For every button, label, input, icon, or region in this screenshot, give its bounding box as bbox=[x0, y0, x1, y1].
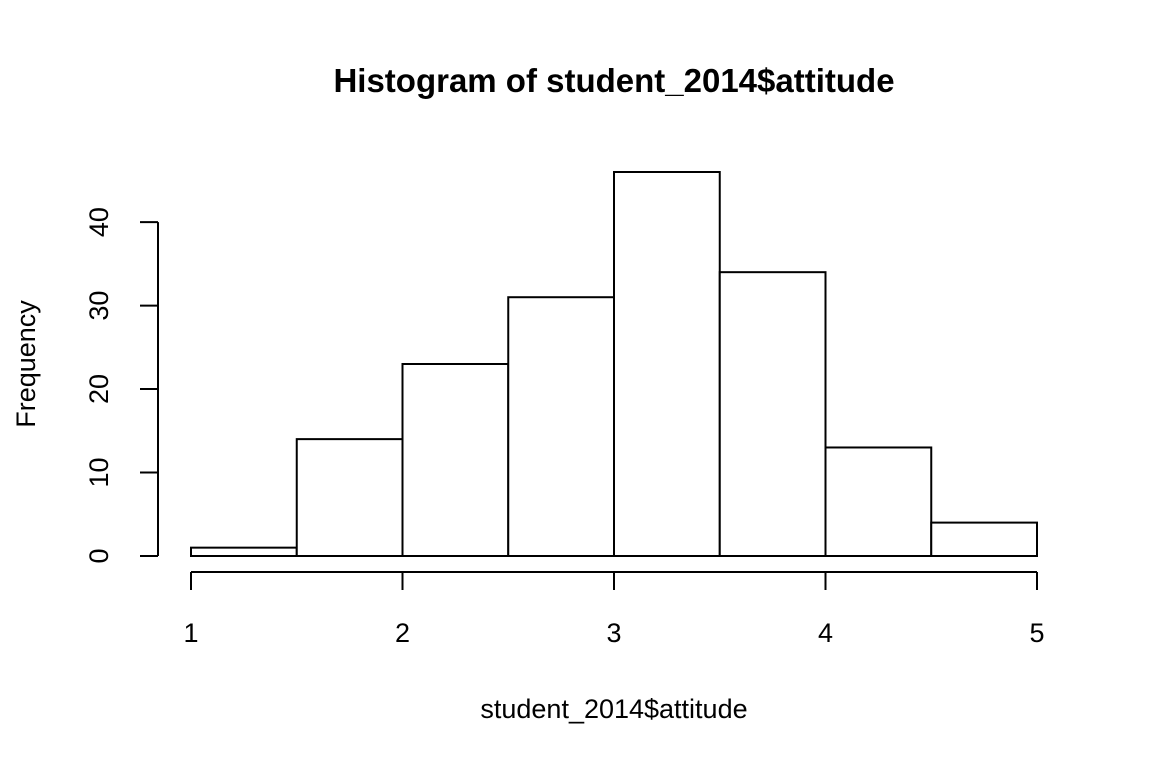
histogram-bar-2 bbox=[295, 438, 404, 557]
chart-title: Histogram of student_2014$attitude bbox=[333, 62, 894, 99]
y-tick-label: 30 bbox=[84, 291, 114, 321]
x-tick-label: 4 bbox=[818, 618, 833, 648]
x-axis: 1 2 3 4 5 bbox=[183, 571, 1045, 648]
y-tick-label: 40 bbox=[84, 207, 114, 237]
histogram-bar-5 bbox=[613, 171, 721, 557]
histogram-bar-7 bbox=[824, 446, 933, 558]
histogram-bar-1 bbox=[190, 546, 298, 557]
histogram-bar-3 bbox=[401, 363, 510, 557]
histogram-bar-8 bbox=[930, 521, 1038, 558]
y-tick-label: 10 bbox=[84, 457, 114, 487]
histogram-bar-6 bbox=[718, 271, 827, 557]
y-axis-label: Frequency bbox=[11, 300, 41, 428]
histogram-bar-4 bbox=[507, 296, 615, 557]
bars-group bbox=[190, 171, 1038, 558]
x-axis-label: student_2014$attitude bbox=[480, 694, 747, 724]
x-tick-label: 3 bbox=[606, 618, 621, 648]
y-axis: 0 10 20 30 40 bbox=[84, 207, 159, 564]
y-tick-label: 0 bbox=[84, 548, 114, 563]
x-tick-label: 2 bbox=[395, 618, 410, 648]
x-tick-label: 5 bbox=[1029, 618, 1044, 648]
y-tick-label: 20 bbox=[84, 374, 114, 404]
x-tick-label: 1 bbox=[183, 618, 198, 648]
